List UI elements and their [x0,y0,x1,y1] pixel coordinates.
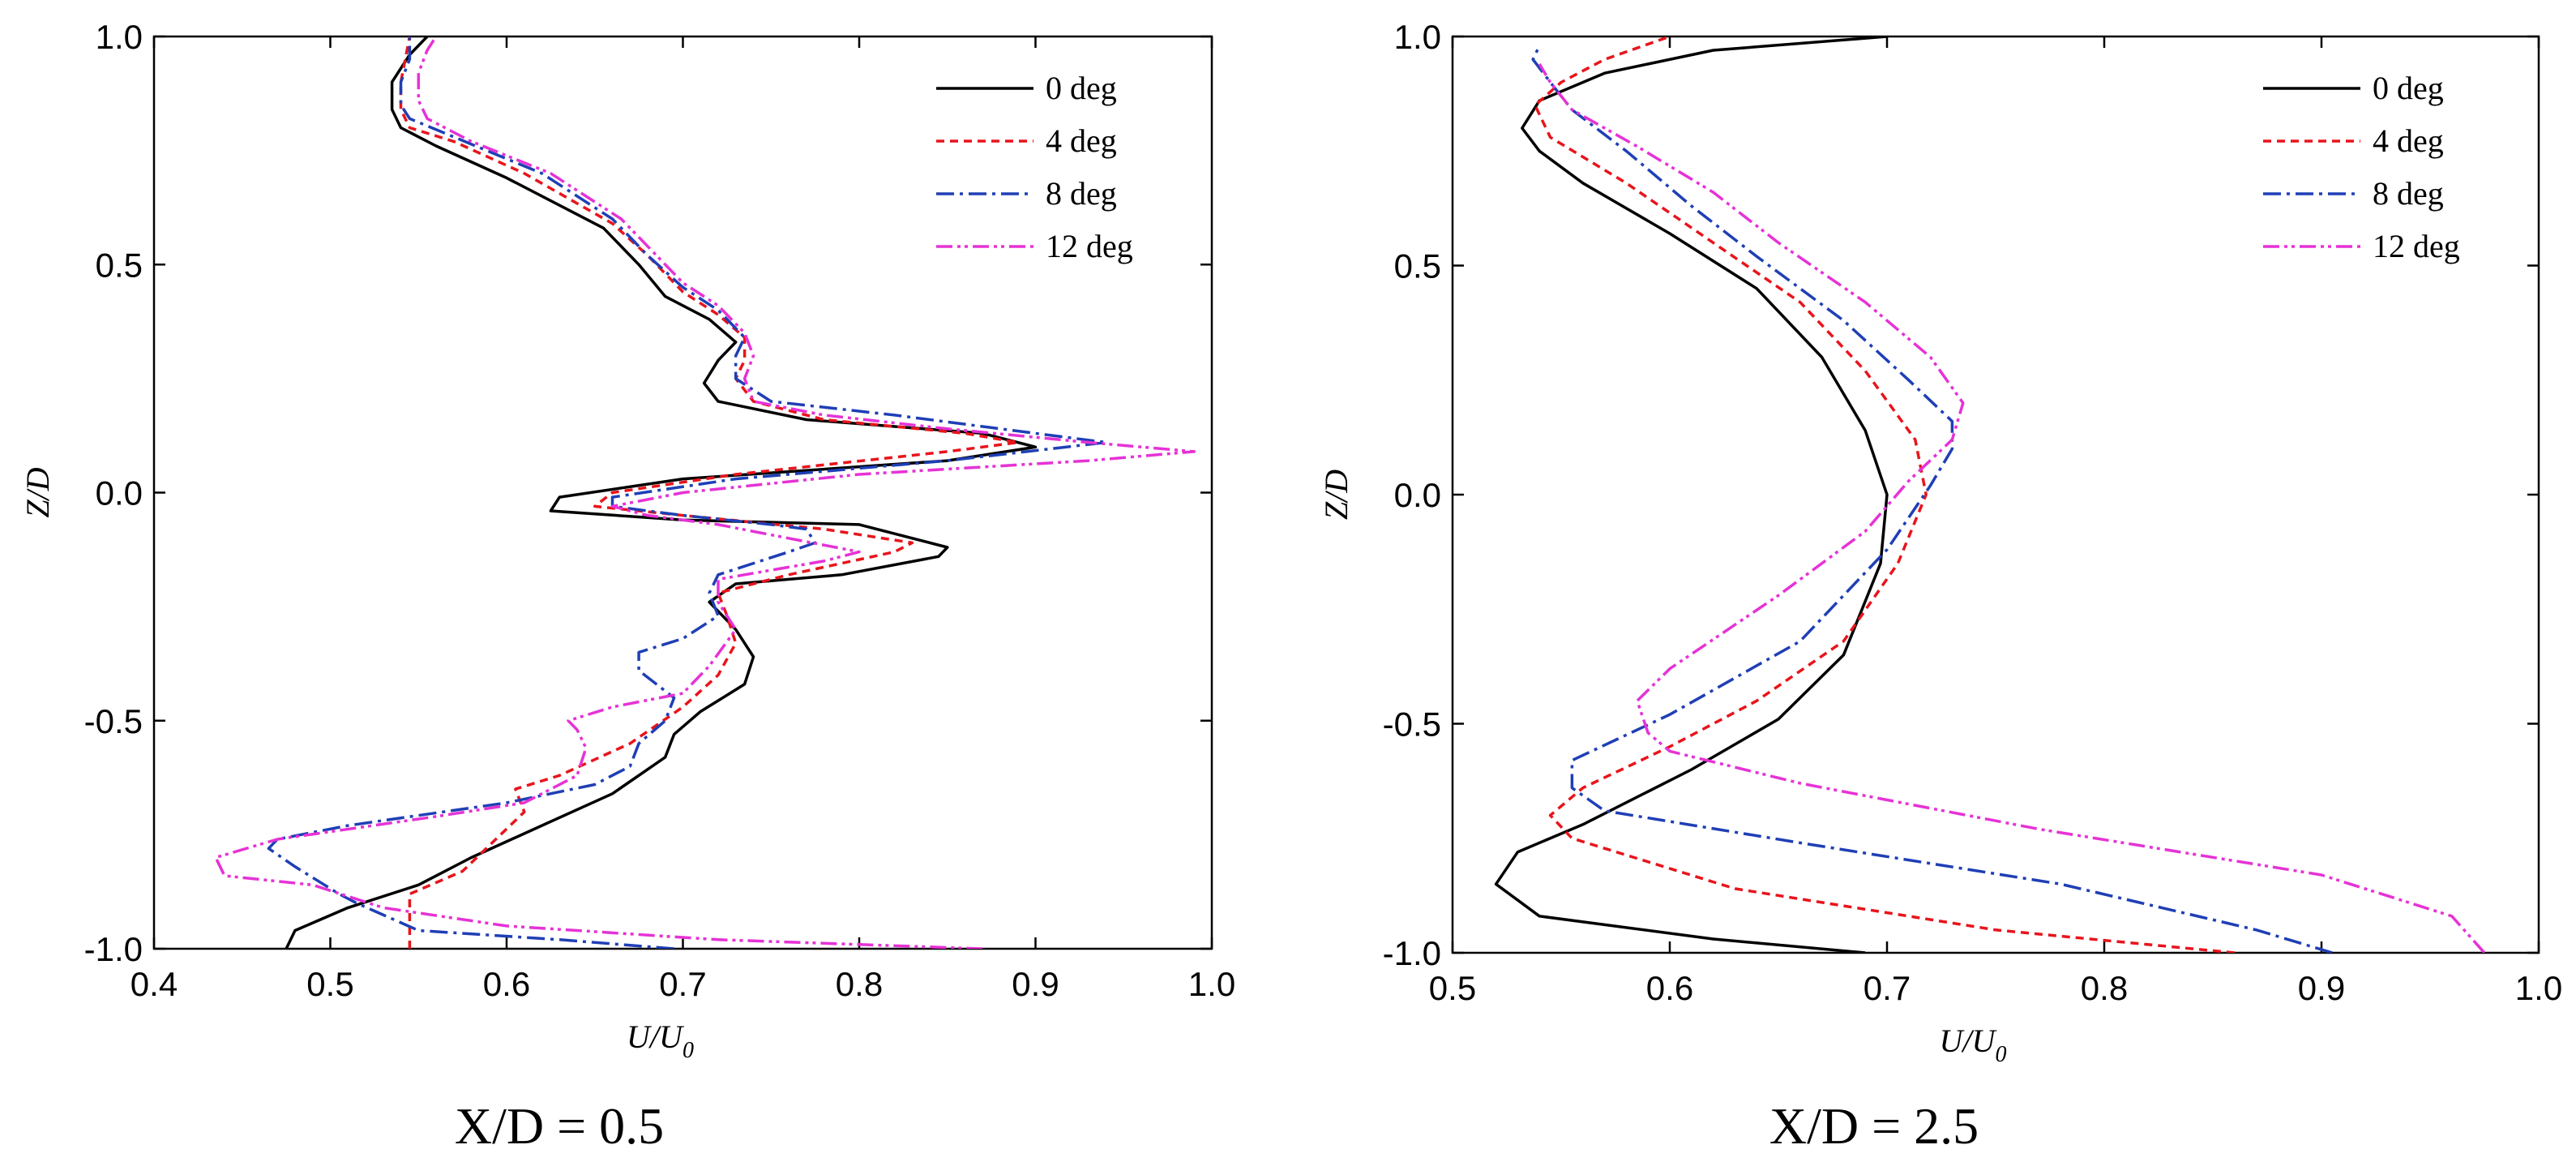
legend-label: 12 deg [1046,228,1133,264]
y-tick-label: -1.0 [84,930,143,968]
x-axis-label: U/U0 [1940,1023,2007,1067]
y-tick-label: 0.0 [96,474,143,512]
y-tick-label: 1.0 [96,18,143,56]
x-tick-label: 0.5 [1429,969,1476,1007]
x-axis-label-main: U/U [627,1018,685,1055]
series-line-12-deg [214,36,1196,949]
y-tick-label: 0.5 [96,246,143,284]
legend-label: 8 deg [2373,175,2444,212]
y-tick-label: 0.5 [1394,247,1441,285]
x-axis-label-subscript: 0 [1995,1042,2006,1067]
legend-label: 8 deg [1046,175,1117,212]
y-axis-label: Z/D [1318,470,1354,520]
legend-label: 12 deg [2373,228,2460,264]
y-tick-label: -0.5 [84,702,143,740]
x-tick-label: 0.9 [2298,969,2345,1007]
x-tick-label: 0.9 [1012,965,1059,1003]
series-line-12-deg [1538,63,2486,953]
x-tick-label: 0.8 [2081,969,2128,1007]
x-axis-label-main: U/U [1940,1023,1998,1059]
y-axis-label: Z/D [19,467,56,517]
series-line-8-deg [267,36,1108,949]
x-axis-label: U/U0 [627,1018,694,1063]
y-tick-label: 1.0 [1394,18,1441,56]
x-tick-label: 0.5 [306,965,353,1003]
y-tick-label: -0.5 [1383,705,1441,744]
legend-label: 0 deg [2373,70,2444,106]
legend-label: 4 deg [1046,122,1117,159]
x-axis-label-subscript: 0 [683,1038,694,1063]
legend-label: 4 deg [2373,122,2444,159]
x-tick-label: 0.6 [1646,969,1693,1007]
x-tick-label: 0.8 [836,965,883,1003]
x-tick-label: 0.7 [1864,969,1911,1007]
y-tick-label: 0.0 [1394,476,1441,514]
series-line-0-deg [285,36,1038,949]
x-tick-label: 1.0 [2515,969,2562,1007]
x-tick-label: 1.0 [1188,965,1235,1003]
series-line-4-deg [1534,36,2235,953]
chart-panel-1: 0.4 0.5 0.6 0.7 0.8 0.9 1.0 -1.0 -0.5 0.0 0.5 1.0 U/… [19,18,1235,1155]
x-tick-label: 0.4 [131,965,178,1003]
x-tick-label: 0.7 [659,965,706,1003]
x-tick-label: 0.6 [483,965,530,1003]
panel-caption: X/D = 0.5 [455,1097,664,1155]
panel-caption: X/D = 2.5 [1769,1097,1979,1155]
legend-label: 0 deg [1046,70,1117,106]
chart-panel-2: 0.5 0.6 0.7 0.8 0.9 1.0 -1.0 -0.5 0.0 0.5 1.0 U/U0 Z… [1318,18,2562,1155]
series-line-0-deg [1494,36,1889,953]
plot-frame [1451,35,2540,954]
y-tick-label: -1.0 [1383,934,1441,972]
series-line-4-deg [399,36,1020,949]
series-line-8-deg [1531,45,2333,953]
